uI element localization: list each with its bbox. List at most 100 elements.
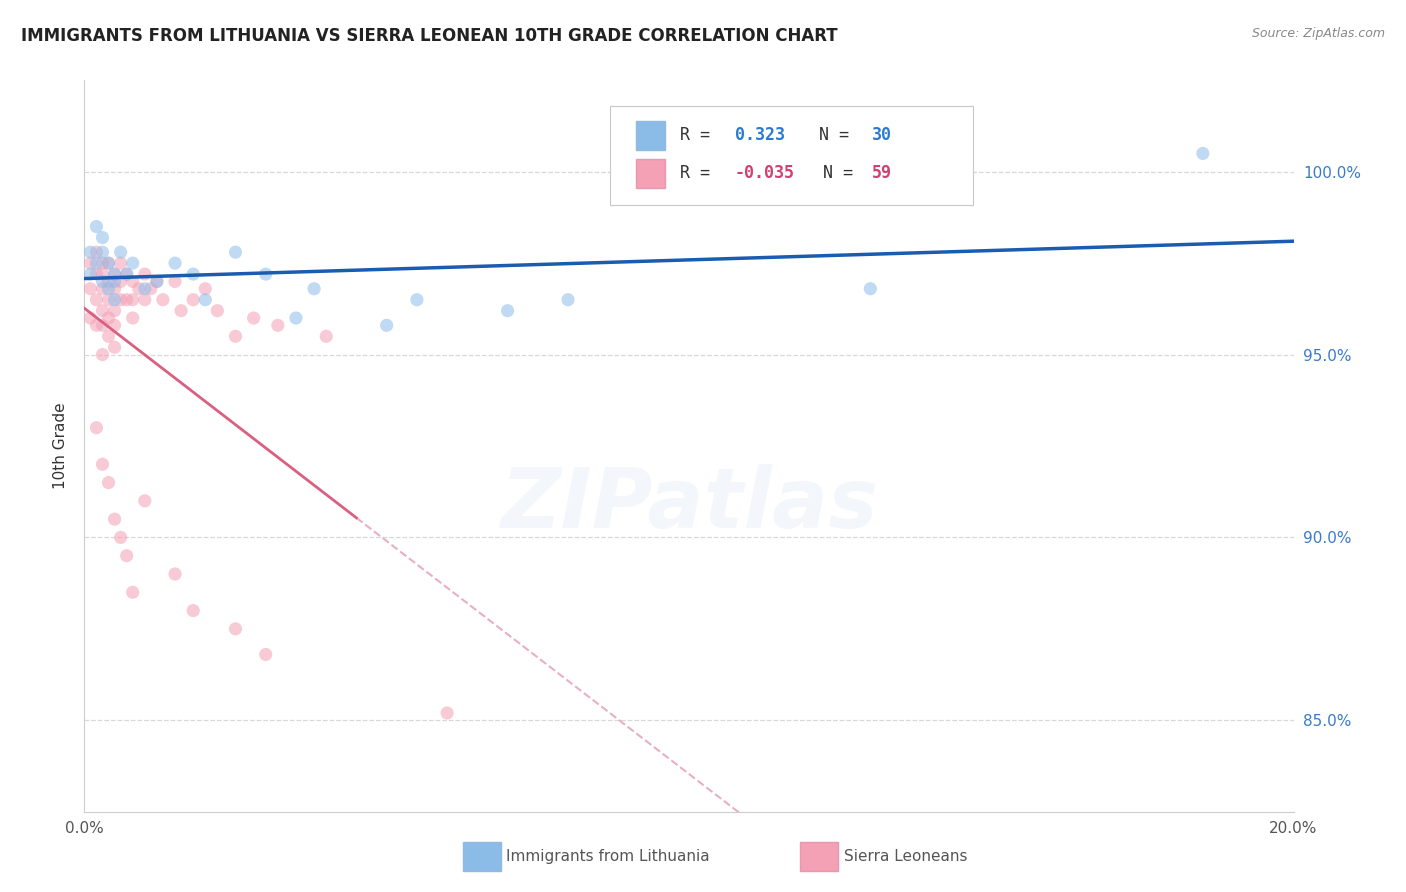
Point <box>134 493 156 508</box>
Point <box>110 256 132 270</box>
FancyBboxPatch shape <box>636 120 665 150</box>
Point <box>110 530 132 544</box>
Point <box>91 282 114 296</box>
Point <box>91 347 114 361</box>
Point <box>315 329 337 343</box>
Point <box>110 245 132 260</box>
Point <box>139 282 162 296</box>
Point <box>91 303 114 318</box>
Point <box>97 256 120 270</box>
Point <box>104 267 127 281</box>
Point <box>225 245 247 260</box>
Text: 30: 30 <box>872 126 891 145</box>
Point <box>194 282 217 296</box>
Text: 0.323: 0.323 <box>735 126 785 145</box>
Point <box>91 318 114 333</box>
Text: N =: N = <box>823 164 863 182</box>
Point <box>225 329 247 343</box>
Point <box>115 267 138 281</box>
Point <box>134 267 156 281</box>
Point <box>134 293 156 307</box>
Point <box>121 274 143 288</box>
Text: ZIPatlas: ZIPatlas <box>501 464 877 545</box>
Point <box>86 245 108 260</box>
Point <box>79 282 101 296</box>
Point <box>128 282 150 296</box>
Point <box>181 267 204 281</box>
Point <box>165 256 187 270</box>
Text: Source: ZipAtlas.com: Source: ZipAtlas.com <box>1251 27 1385 40</box>
Point <box>91 267 114 281</box>
Point <box>194 293 217 307</box>
Point <box>242 310 264 325</box>
Point <box>436 706 458 720</box>
Point <box>267 318 290 333</box>
Point <box>152 293 174 307</box>
Point <box>181 293 204 307</box>
Point <box>86 420 108 434</box>
Point <box>79 245 101 260</box>
Point <box>79 310 101 325</box>
Point <box>1192 146 1215 161</box>
Point <box>134 282 156 296</box>
Text: R =: R = <box>681 164 720 182</box>
Text: Sierra Leoneans: Sierra Leoneans <box>844 849 967 863</box>
Point <box>97 329 120 343</box>
Point <box>146 274 169 288</box>
Point <box>86 256 108 270</box>
Point <box>110 274 132 288</box>
Text: Immigrants from Lithuania: Immigrants from Lithuania <box>506 849 710 863</box>
Point <box>79 256 101 270</box>
Point <box>285 310 308 325</box>
Point <box>91 274 114 288</box>
Point <box>97 274 120 288</box>
Point <box>110 293 132 307</box>
Point <box>91 245 114 260</box>
Point <box>97 293 120 307</box>
Point <box>181 603 204 617</box>
Point <box>97 475 120 490</box>
Point <box>91 230 114 244</box>
Point <box>302 282 325 296</box>
Text: 59: 59 <box>872 164 891 182</box>
Point <box>557 293 579 307</box>
Point <box>115 293 138 307</box>
Point <box>104 293 127 307</box>
Text: IMMIGRANTS FROM LITHUANIA VS SIERRA LEONEAN 10TH GRADE CORRELATION CHART: IMMIGRANTS FROM LITHUANIA VS SIERRA LEON… <box>21 27 838 45</box>
Point <box>146 274 169 288</box>
Point <box>121 293 143 307</box>
Point <box>97 310 120 325</box>
Point <box>91 256 114 270</box>
Y-axis label: 10th Grade: 10th Grade <box>52 402 67 490</box>
Point <box>121 256 143 270</box>
Text: -0.035: -0.035 <box>735 164 794 182</box>
Point <box>104 512 127 526</box>
Point <box>115 267 138 281</box>
Point <box>121 585 143 599</box>
Point <box>86 318 108 333</box>
Point <box>254 267 277 281</box>
Point <box>225 622 247 636</box>
Point <box>86 267 108 281</box>
Text: R =: R = <box>681 126 720 145</box>
Point <box>254 648 277 662</box>
Point <box>375 318 398 333</box>
Point <box>165 566 187 581</box>
Point <box>97 256 120 270</box>
Point <box>165 274 187 288</box>
Point <box>104 274 127 288</box>
Point <box>91 457 114 471</box>
Point <box>97 282 120 296</box>
Point <box>104 303 127 318</box>
Point <box>104 340 127 354</box>
Point <box>115 549 138 563</box>
Point <box>121 310 143 325</box>
Point <box>104 282 127 296</box>
Point <box>86 293 108 307</box>
Point <box>104 267 127 281</box>
Point <box>104 318 127 333</box>
Point <box>859 282 882 296</box>
Point <box>86 219 108 234</box>
Point <box>496 303 519 318</box>
Point <box>170 303 193 318</box>
